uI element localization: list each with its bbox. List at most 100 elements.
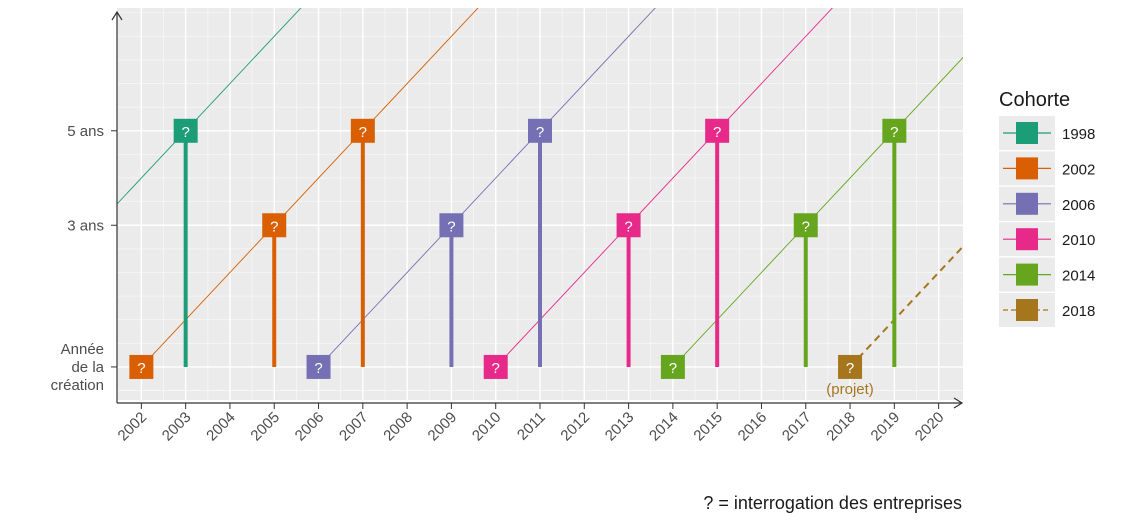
legend-key-square [1016, 122, 1038, 144]
marker-text: ? [181, 124, 189, 141]
legend-key-square [1016, 299, 1038, 321]
cohort-line-2014 [672, 56, 963, 368]
y-tick-label: 3 ans [67, 217, 104, 234]
x-tick-label-2019: 2019 [868, 409, 904, 445]
legend: Cohorte 1998 2002 2006 2010 2014 2018 [999, 89, 1095, 327]
survey-marker-1998-2003: ? [173, 118, 198, 143]
marker-text: ? [846, 360, 854, 377]
legend-item-2002: 2002 [999, 151, 1095, 186]
y-tick-label: Année [61, 341, 104, 358]
legend-key-square [1016, 157, 1038, 180]
marker-square [705, 118, 730, 143]
marker-text: ? [624, 218, 632, 235]
survey-marker-2006-2009: ? [439, 213, 464, 238]
x-tick-label-2009: 2009 [425, 409, 461, 445]
marker-square [528, 118, 552, 143]
legend-key-square [1016, 228, 1038, 251]
marker-text: ? [137, 360, 145, 377]
legend-label: 2010 [1062, 232, 1095, 249]
survey-marker-2014-2017: ? [793, 213, 818, 238]
survey-markers: ?????????????? [129, 118, 907, 379]
y-tick-label: 5 ans [67, 123, 104, 140]
marker-text: ? [802, 218, 810, 235]
x-tick-label-2018: 2018 [823, 409, 859, 445]
legend-key-square [1016, 263, 1038, 286]
survey-marker-2002-2005: ? [262, 213, 287, 238]
survey-marker-2006-2006: ? [306, 354, 331, 379]
marker-square [616, 213, 641, 238]
cohort-line-2010 [495, 8, 833, 368]
legend-label: 2002 [1062, 161, 1095, 178]
survey-marker-2010-2010: ? [483, 354, 508, 379]
y-tick-label: de la [71, 359, 104, 376]
projet-label: (projet) [826, 381, 874, 398]
marker-square [793, 213, 818, 238]
x-tick-label-2012: 2012 [558, 409, 594, 445]
legend-item-2006: 2006 [999, 186, 1095, 221]
cohort-lines [117, 8, 963, 368]
survey-marker-2006-2011: ? [528, 118, 552, 143]
marker-square [439, 213, 464, 238]
x-tick-label-2017: 2017 [779, 409, 815, 445]
marker-text: ? [536, 124, 544, 141]
marker-square [306, 354, 331, 379]
x-tick-label-2007: 2007 [336, 409, 372, 445]
x-tick-label-2013: 2013 [602, 409, 638, 445]
legend-label: 2006 [1062, 197, 1095, 214]
x-tick-label-2015: 2015 [690, 409, 726, 445]
legend-label: 1998 [1062, 126, 1095, 143]
marker-text: ? [713, 124, 721, 141]
marker-square [882, 118, 907, 143]
marker-square [350, 118, 375, 143]
x-axis-ticks: 2002 2003 2004 2005 2006 2007 2008 2009 2010 2011… [115, 403, 948, 445]
survey-marker-2010-2013: ? [616, 213, 641, 238]
cohort-line-1998 [117, 8, 302, 205]
x-tick-label-2003: 2003 [159, 409, 195, 445]
legend-item-2018: 2018 [999, 293, 1095, 327]
legend-item-2010: 2010 [999, 222, 1095, 257]
legend-key-square [1016, 192, 1038, 215]
marker-square [483, 354, 508, 379]
marker-text: ? [669, 360, 677, 377]
survey-marker-2018-2018: ? [838, 354, 863, 379]
marker-text: ? [270, 218, 278, 235]
x-axis-arrow [953, 397, 964, 409]
x-tick-label-2005: 2005 [247, 409, 283, 445]
cohort-line-2006 [318, 8, 656, 368]
survey-marker-2002-2002: ? [129, 354, 154, 379]
x-tick-label-2010: 2010 [469, 409, 505, 445]
survey-marker-2014-2019: ? [882, 118, 907, 143]
marker-text: ? [890, 124, 898, 141]
cohort-stems [183, 130, 897, 367]
legend-label: 2018 [1062, 303, 1095, 320]
x-tick-label-2006: 2006 [292, 409, 328, 445]
marker-text: ? [492, 360, 500, 377]
marker-square [838, 354, 863, 379]
x-tick-label-2011: 2011 [514, 409, 549, 444]
x-tick-label-2016: 2016 [735, 409, 771, 445]
x-tick-label-2004: 2004 [203, 409, 239, 445]
legend-title: Cohorte [999, 89, 1070, 111]
legend-item-2014: 2014 [999, 257, 1095, 292]
footnote: ? = interrogation des entreprises [703, 493, 962, 513]
x-tick-label-2014: 2014 [646, 409, 682, 445]
legend-item-1998: 1998 [999, 116, 1095, 150]
x-tick-label-2002: 2002 [115, 409, 151, 445]
marker-text: ? [314, 360, 322, 377]
marker-square [660, 354, 685, 379]
y-axis-arrow [111, 10, 123, 21]
marker-square [173, 118, 198, 143]
x-tick-label-2008: 2008 [380, 409, 416, 445]
survey-marker-2010-2015: ? [705, 118, 730, 143]
x-tick-label-2020: 2020 [912, 409, 948, 445]
y-tick-label: création [51, 377, 104, 394]
marker-square [262, 213, 287, 238]
legend-label: 2014 [1062, 268, 1095, 285]
marker-text: ? [447, 218, 455, 235]
cohort-line-2002 [141, 8, 479, 368]
marker-text: ? [359, 124, 367, 141]
marker-square [129, 354, 154, 379]
survey-marker-2014-2014: ? [660, 354, 685, 379]
